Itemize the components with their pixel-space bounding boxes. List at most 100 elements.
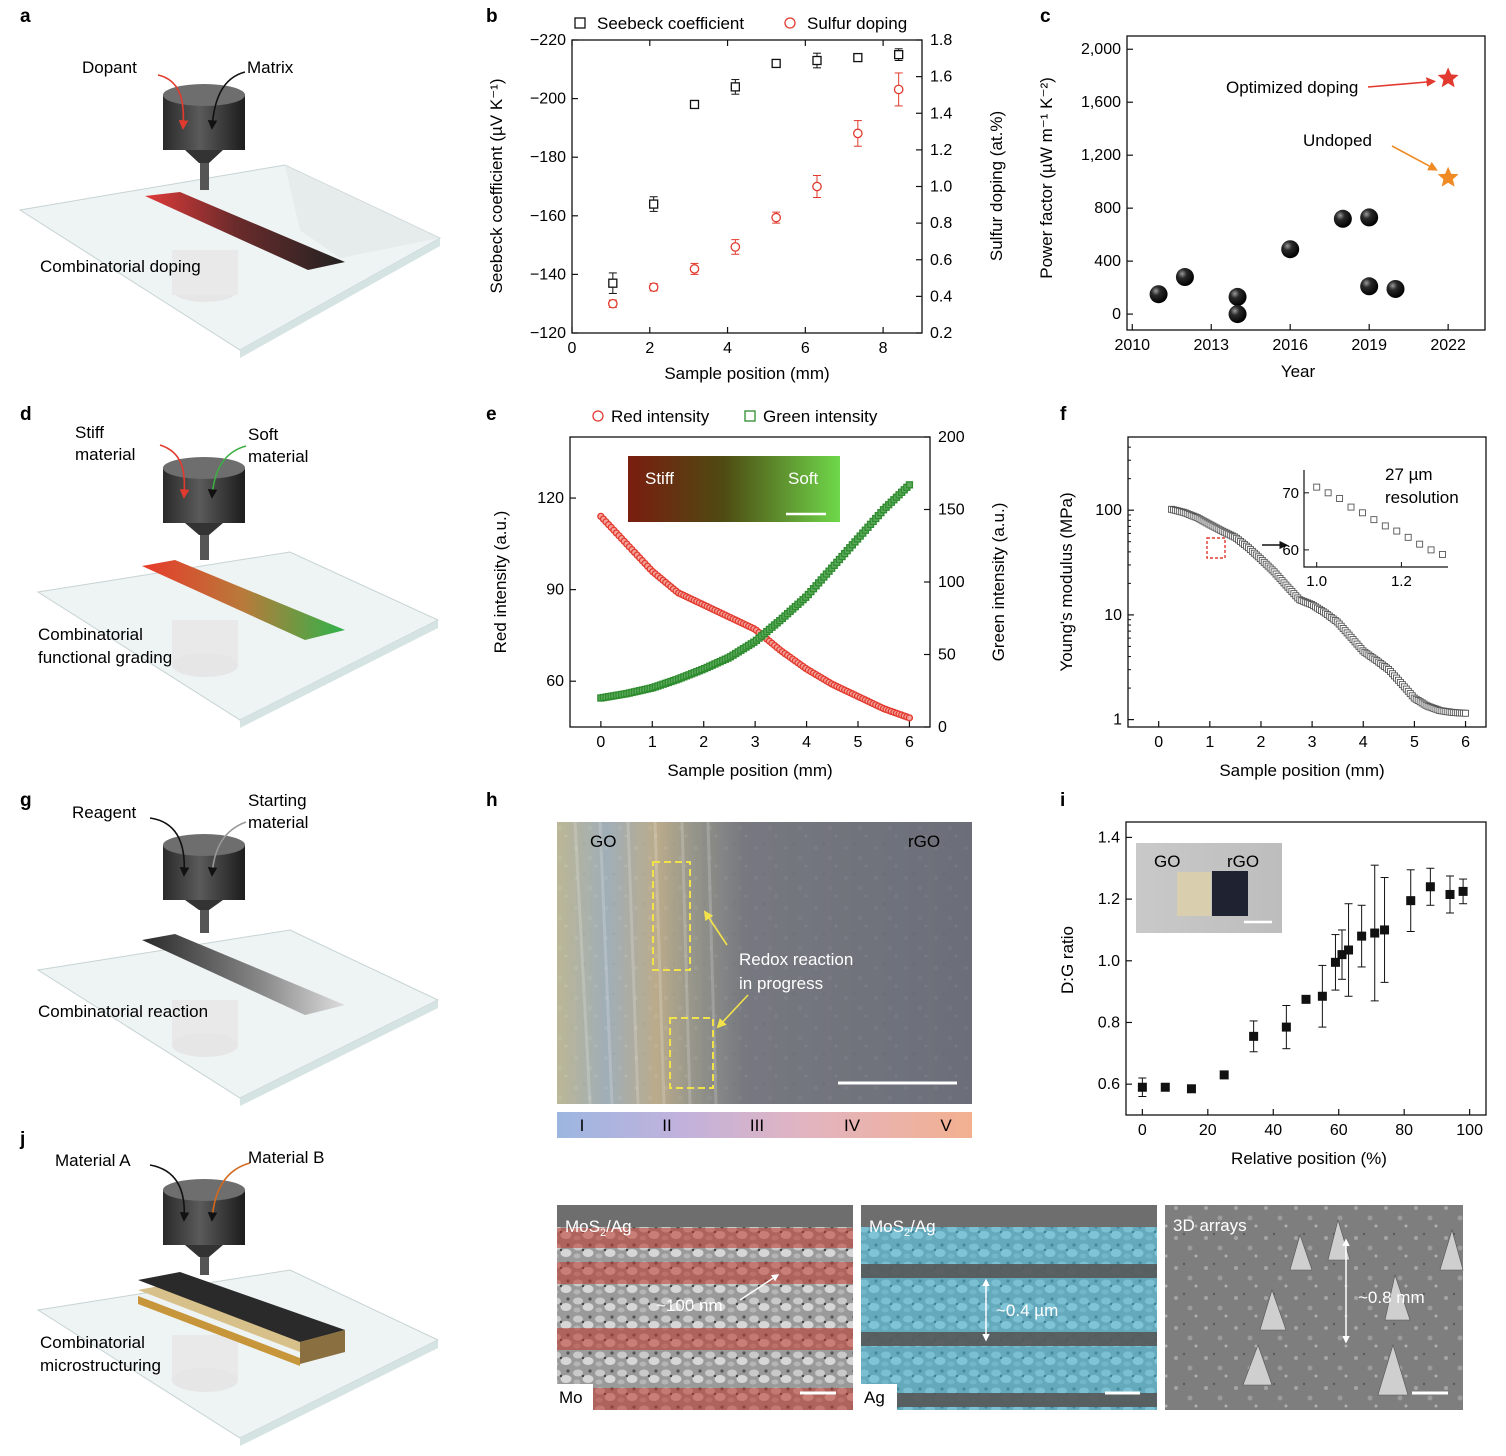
corner-label-bg bbox=[861, 1384, 897, 1410]
glass-edge bbox=[240, 620, 438, 728]
y-tick-label: 60 bbox=[546, 673, 564, 690]
data-point bbox=[689, 264, 700, 274]
data-point bbox=[852, 128, 863, 139]
y2-tick-label: 150 bbox=[938, 502, 965, 519]
data-point bbox=[1149, 285, 1168, 304]
material-a-arrow bbox=[149, 1164, 190, 1222]
glass-edge bbox=[240, 1000, 438, 1106]
printed-strip bbox=[145, 192, 345, 270]
x-tick-label: 6 bbox=[905, 734, 914, 751]
printed-strip bbox=[142, 560, 345, 640]
stage-label: II bbox=[662, 1116, 671, 1135]
y-tick-label: 0.8 bbox=[1098, 1014, 1120, 1031]
rgo-label: rGO bbox=[908, 832, 940, 851]
mo-band bbox=[557, 1328, 853, 1350]
y2-tick-label: 1.0 bbox=[930, 179, 952, 196]
y-tick-label: 800 bbox=[1094, 200, 1121, 217]
panel-h-micrograph: GO rGO Redox reaction in progress I II I… bbox=[557, 821, 972, 1138]
soft-arrow bbox=[207, 445, 247, 499]
printed-strip bbox=[142, 934, 345, 1015]
x-tick-label: 2016 bbox=[1272, 337, 1308, 354]
inset-data-point bbox=[1427, 546, 1435, 554]
y2-tick-label: 0.8 bbox=[930, 215, 952, 232]
x-tick-label: 2 bbox=[699, 734, 708, 751]
redox-label-2: in progress bbox=[739, 974, 823, 993]
data-point bbox=[1357, 931, 1367, 941]
legend-marker bbox=[744, 410, 756, 422]
inset-gradient-image bbox=[628, 456, 840, 522]
y-tick-label: 1 bbox=[1113, 712, 1122, 729]
data-point bbox=[1219, 1070, 1229, 1080]
x-tick-label: 3 bbox=[1308, 734, 1317, 751]
stage-label: IV bbox=[844, 1116, 861, 1135]
mo-band bbox=[861, 1264, 1157, 1278]
inset-x-tick-label: 1.2 bbox=[1391, 573, 1412, 590]
material-b-label: Material B bbox=[248, 1148, 325, 1167]
data-point bbox=[905, 714, 914, 722]
glass-edge bbox=[240, 1340, 438, 1446]
y-axis-label: Red intensity (a.u.) bbox=[491, 511, 510, 654]
data-point bbox=[771, 212, 782, 223]
x-tick-label: 100 bbox=[1456, 1122, 1483, 1139]
data-point bbox=[1360, 208, 1379, 227]
glass-shadow bbox=[285, 165, 440, 258]
x-tick-label: 2010 bbox=[1114, 337, 1150, 354]
nozzle-tip bbox=[200, 160, 209, 190]
y-tick-label: 10 bbox=[1104, 607, 1122, 624]
chart-f-youngs-modulus: 0 1 2 3 4 5 6 1 10 100 Sample position (mm) Young's… bbox=[1057, 436, 1487, 780]
inset-label-left: GO bbox=[1154, 852, 1180, 871]
x-axis-label: Sample position (mm) bbox=[667, 761, 832, 780]
legend-marker bbox=[592, 410, 604, 422]
inset-data-point bbox=[1439, 550, 1446, 558]
y-axis-label: Seebeck coefficient (µV K⁻¹) bbox=[487, 79, 506, 294]
data-point bbox=[905, 481, 914, 489]
panel-letter-g: g bbox=[20, 790, 32, 811]
data-point bbox=[771, 58, 781, 69]
inset-go-swatch bbox=[1177, 872, 1211, 916]
data-point bbox=[730, 242, 741, 252]
data-point bbox=[894, 50, 904, 60]
nozzle-top bbox=[163, 457, 245, 479]
star-arrow bbox=[1391, 145, 1438, 171]
x-tick-label: 20 bbox=[1199, 1122, 1217, 1139]
starting-material-arrow bbox=[207, 821, 247, 877]
y-tick-label: 1,200 bbox=[1081, 147, 1121, 164]
data-point bbox=[812, 181, 822, 192]
data-point bbox=[1281, 1022, 1291, 1032]
star-marker bbox=[1437, 166, 1459, 187]
data-point bbox=[1301, 994, 1311, 1004]
chart-e-red-green-intensity: 0 1 2 3 4 5 6 60 90 120 0 50 100 150 200 Sample positio… bbox=[491, 407, 1008, 780]
nozzle-reflection bbox=[172, 653, 238, 677]
data-point bbox=[1406, 896, 1416, 906]
nozzle-tip bbox=[200, 1240, 209, 1275]
x-tick-label: 1 bbox=[648, 734, 657, 751]
panel-letter-f: f bbox=[1060, 404, 1067, 425]
x-tick-label: 2019 bbox=[1351, 337, 1387, 354]
x-tick-label: 8 bbox=[879, 340, 888, 357]
chart-c-power-factor: 2010 2013 2016 2019 2022 0 400 800 1,200 1,600 2,0… bbox=[1037, 35, 1486, 381]
data-point bbox=[1360, 277, 1379, 296]
data-point bbox=[649, 199, 659, 209]
data-point bbox=[1333, 209, 1352, 228]
x-axis-label: Year bbox=[1281, 362, 1316, 381]
sem-title: MoS2/Ag bbox=[869, 1217, 936, 1239]
y-tick-label: 0.6 bbox=[1098, 1076, 1120, 1093]
x-tick-label: 1 bbox=[1205, 734, 1214, 751]
panel-letter-h: h bbox=[486, 790, 498, 811]
schematic-a: Dopant Matrix Combinatorial doping bbox=[18, 58, 442, 358]
data-point bbox=[1330, 957, 1340, 967]
stiff-label-2: material bbox=[75, 445, 135, 464]
x-tick-label: 40 bbox=[1264, 1122, 1282, 1139]
y-tick-label: 100 bbox=[1095, 502, 1122, 519]
x-tick-label: 0 bbox=[568, 340, 577, 357]
nozzle-cone bbox=[185, 900, 223, 910]
star-label: Undoped bbox=[1303, 131, 1372, 150]
layered-slab-end bbox=[300, 1330, 345, 1364]
nozzle-cone bbox=[185, 1245, 223, 1257]
x-tick-label: 2013 bbox=[1193, 337, 1229, 354]
mo-band bbox=[861, 1332, 1157, 1346]
y-tick-label: −200 bbox=[530, 91, 566, 108]
y-tick-label: 1.2 bbox=[1098, 891, 1120, 908]
data-point bbox=[853, 52, 863, 63]
inset-data-point bbox=[1416, 540, 1424, 548]
